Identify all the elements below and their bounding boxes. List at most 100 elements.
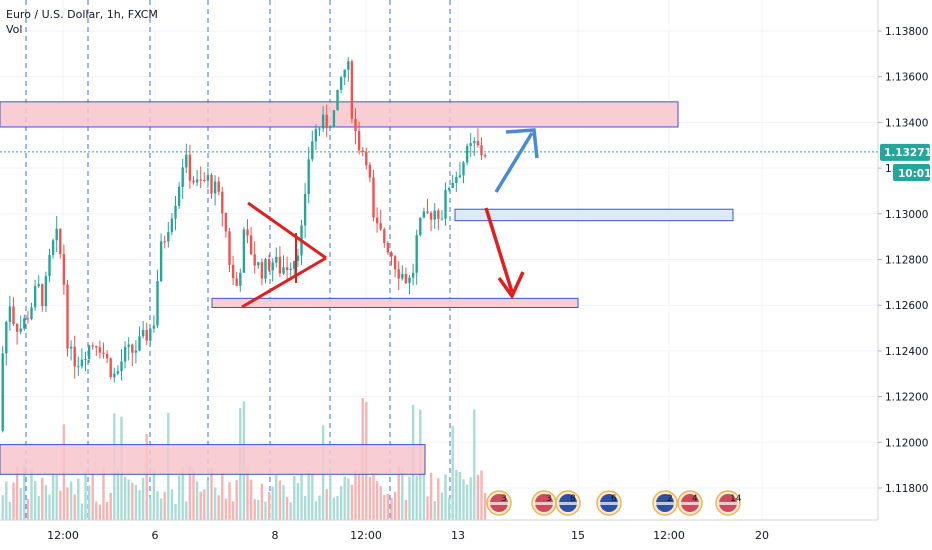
candle-body <box>242 229 246 273</box>
economic-events[interactable]: 3 3 8 6 2 4 14 <box>486 490 742 516</box>
volume-bar <box>368 476 372 520</box>
volume-bar <box>473 409 476 520</box>
volume-bar <box>422 473 426 520</box>
candle-body <box>282 267 285 274</box>
volume-bar <box>87 485 91 520</box>
candle-body <box>26 318 30 320</box>
eu-flag-icon[interactable]: 6 <box>596 490 622 516</box>
y-tick-label: 1.12600 <box>885 300 928 312</box>
candle-body <box>437 210 440 219</box>
volume-bar <box>469 477 472 520</box>
volume-bar <box>408 476 411 520</box>
candle-body <box>167 232 170 242</box>
bullish-arrow-head[interactable] <box>505 128 539 159</box>
candle-body <box>23 318 26 329</box>
candle-body <box>55 228 58 241</box>
candle-body <box>199 179 202 181</box>
price-axis[interactable] <box>878 0 932 520</box>
drawings[interactable] <box>241 128 539 309</box>
time-axis[interactable] <box>0 520 932 550</box>
volume-bar <box>213 487 217 520</box>
candle-body <box>1 353 4 431</box>
candle-body <box>386 243 390 253</box>
us-flag-icon[interactable]: 3 <box>486 490 512 516</box>
volume-bar <box>264 501 267 520</box>
candle-body <box>152 325 156 329</box>
candle-body <box>15 323 19 332</box>
price-badge: 1.13271 10:01 <box>880 143 932 181</box>
volume-bar <box>221 472 224 520</box>
candle-body <box>411 272 415 278</box>
candle-body <box>393 256 397 270</box>
candle-body <box>120 361 123 372</box>
volume-indicator-label[interactable]: Vol <box>6 23 23 36</box>
volume-bar <box>401 468 404 520</box>
us-flag-icon[interactable]: 4 <box>677 490 703 516</box>
y-tick-label: 1.11800 <box>885 483 928 495</box>
y-tick-label: 1.12000 <box>885 437 928 449</box>
candle-body <box>311 141 314 160</box>
volume-bar <box>458 471 462 520</box>
bearish-arrow-head[interactable] <box>497 271 525 300</box>
event-count: 3 <box>501 494 507 504</box>
bearish-arrow-line[interactable] <box>484 207 514 293</box>
volume-bar <box>123 476 127 520</box>
volume-bar <box>267 491 271 520</box>
volume-zone[interactable] <box>0 444 426 475</box>
volume-bar <box>390 497 393 520</box>
candle-body <box>195 179 199 183</box>
candle-body <box>343 69 346 78</box>
volume-bar <box>84 471 87 520</box>
event-count: 4 <box>692 494 698 504</box>
support-zone[interactable] <box>211 297 579 308</box>
eu-flag-icon[interactable]: 8 <box>555 490 581 516</box>
candle-body <box>368 165 372 178</box>
candle-body <box>217 181 220 192</box>
candle-body <box>62 254 66 285</box>
volume-bar <box>451 425 454 520</box>
candle-body <box>127 344 130 347</box>
eu-flag-icon[interactable]: 2 <box>652 490 678 516</box>
candle-body <box>329 126 332 129</box>
candle-body <box>257 262 260 266</box>
candle-body <box>105 353 109 359</box>
x-tick-label: 20 <box>755 529 769 542</box>
candle-body <box>408 277 411 284</box>
candle-body <box>397 269 400 279</box>
us-flag-icon[interactable]: 3 <box>531 490 557 516</box>
volume-bar <box>433 501 436 520</box>
volume-bar <box>375 481 379 520</box>
volume-bar <box>109 492 112 520</box>
candle-body <box>98 347 102 353</box>
triangle-upper-line[interactable] <box>247 201 327 260</box>
volume-bar <box>80 503 84 520</box>
candle-body <box>116 371 120 374</box>
volume-bar <box>347 478 350 520</box>
volume-bar <box>314 501 318 520</box>
triangle-lower-line[interactable] <box>241 256 327 309</box>
us-flag-icon[interactable]: 14 <box>715 490 742 516</box>
candle-body <box>210 174 213 194</box>
candle-body <box>318 128 321 130</box>
candle-body <box>357 131 361 151</box>
volume-bar <box>19 488 22 520</box>
y-tick-label: 1.12800 <box>885 255 928 267</box>
retest-zone[interactable] <box>454 208 734 222</box>
volume-bar <box>12 482 15 520</box>
volume-bar <box>206 480 210 520</box>
volume-bar <box>48 494 51 520</box>
candle-body <box>123 346 127 362</box>
zones[interactable] <box>0 101 734 475</box>
y-tick-label: 1.13600 <box>885 72 928 84</box>
candle-body <box>174 205 177 219</box>
volume-bar <box>307 470 310 520</box>
resistance-zone[interactable] <box>0 101 679 128</box>
volume-bar <box>77 478 80 520</box>
bullish-arrow-line[interactable] <box>494 132 534 193</box>
candle-body <box>404 273 408 284</box>
candle-body <box>365 151 368 166</box>
time-axis-ticks: 12:00 6 8 12:00 13 15 12:00 20 <box>47 529 769 542</box>
candle-body <box>375 217 379 224</box>
symbol-title[interactable]: Euro / U.S. Dollar, 1h, FXCM <box>6 8 158 21</box>
